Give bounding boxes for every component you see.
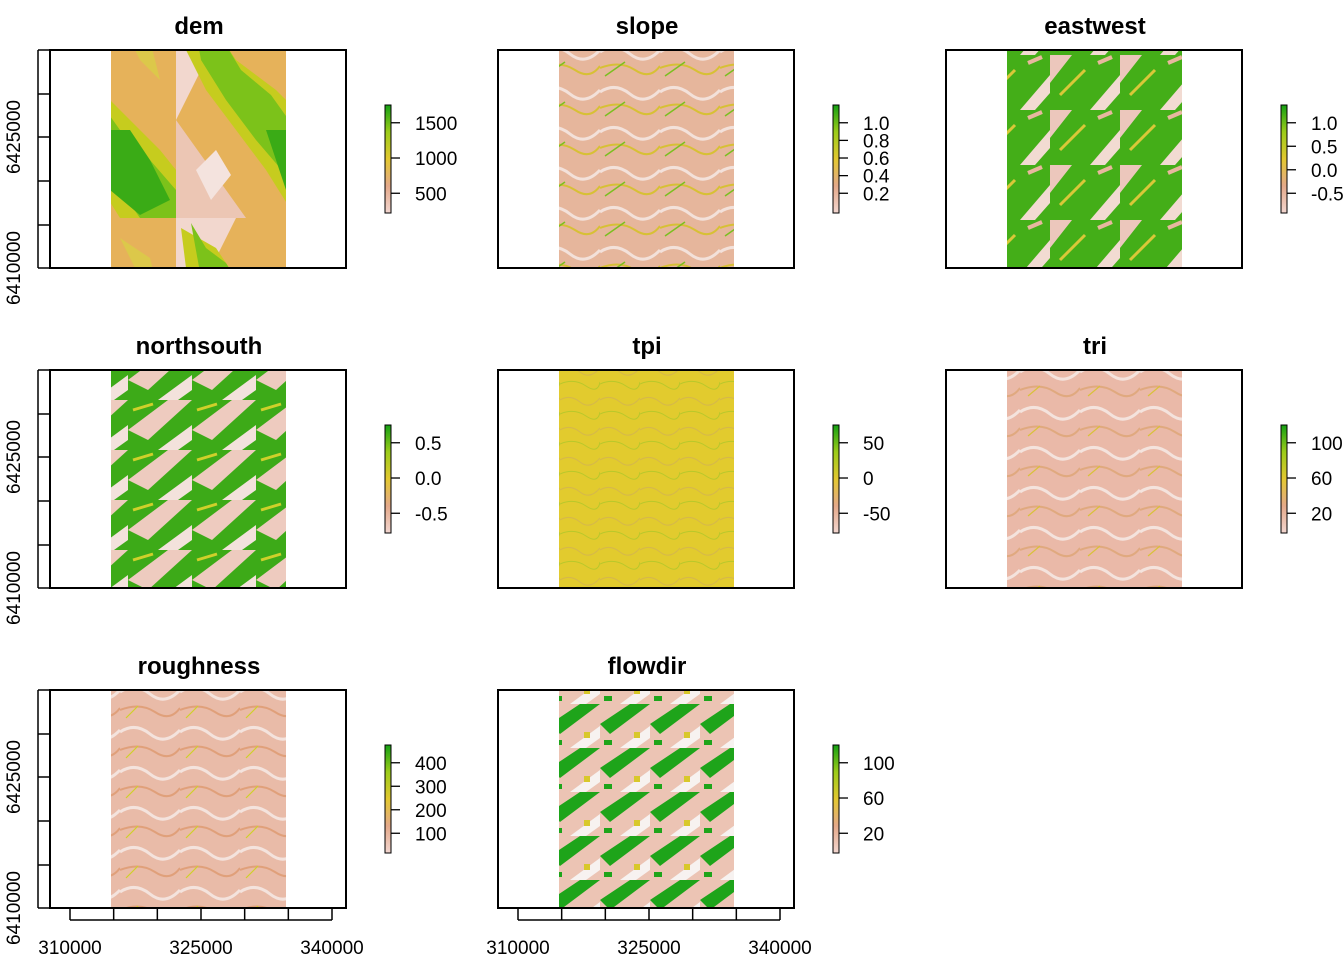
raster-image: [1007, 371, 1182, 587]
panel-dem: dem 6410000 6425000 500 1000 1500: [4, 13, 457, 305]
x-tick-label: 310000: [486, 938, 549, 959]
legend-tick-label: 20: [863, 824, 884, 845]
raster-image: [111, 371, 286, 587]
panel-title: tri: [1083, 333, 1107, 360]
panel-title: tpi: [632, 333, 661, 360]
legend-colorbar: [832, 424, 840, 534]
legend-tick-label: 0.8: [863, 131, 889, 152]
panel-title: slope: [616, 13, 679, 40]
y-tick-label: 6410000: [4, 551, 25, 625]
raster-image: [559, 691, 734, 907]
legend-colorbar: [384, 744, 392, 854]
legend-tick-label: 100: [1311, 434, 1343, 455]
y-tick-label: 6425000: [4, 420, 25, 494]
legend-tick-label: 50: [863, 434, 884, 455]
raster-image: [111, 51, 286, 267]
legend-tick-label: 1.0: [863, 114, 889, 135]
panel-roughness: roughness 6410000 6425000 310000 325000 34000…: [4, 653, 447, 959]
x-tick-label: 325000: [169, 938, 232, 959]
x-tick-label: 310000: [38, 938, 101, 959]
legend-tick-label: 300: [415, 777, 447, 798]
legend-tick-label: -50: [863, 504, 890, 525]
panel-flowdir: flowdir 310000 325000 340000 20 60 100: [486, 653, 894, 959]
plot-frame: [497, 689, 795, 909]
panel-title: eastwest: [1044, 13, 1145, 40]
panel-tri: tri 20 60 100: [945, 333, 1343, 589]
legend-tick-label: 60: [863, 789, 884, 810]
legend-tick-label: -0.5: [1311, 184, 1344, 205]
legend-tick-label: 0.4: [863, 167, 890, 188]
plot-frame: [497, 49, 795, 269]
y-tick-label: 6425000: [4, 740, 25, 814]
panel-title: roughness: [138, 653, 261, 680]
legend-tick-label: -0.5: [415, 504, 448, 525]
raster-image: [111, 691, 286, 907]
y-tick-label: 6410000: [4, 231, 25, 305]
legend-tick-label: 1500: [415, 114, 457, 135]
legend-tick-label: 20: [1311, 504, 1332, 525]
legend-tick-label: 200: [415, 801, 447, 822]
legend-tick-label: 0.2: [863, 184, 889, 205]
legend-tick-label: 100: [415, 824, 447, 845]
panel-title: flowdir: [608, 653, 687, 680]
legend-colorbar: [1280, 104, 1288, 214]
legend-tick-label: 60: [1311, 469, 1332, 490]
panel-title: northsouth: [136, 333, 263, 360]
legend-tick-label: 400: [415, 754, 447, 775]
legend-tick-label: 0.5: [415, 434, 441, 455]
raster-image: [559, 51, 734, 267]
y-tick-label: 6425000: [4, 100, 25, 174]
legend-tick-label: 1000: [415, 149, 457, 170]
legend-tick-label: 0.6: [863, 149, 889, 170]
x-tick-label: 325000: [617, 938, 680, 959]
panel-title: dem: [174, 13, 223, 40]
legend-tick-label: 0: [863, 469, 874, 490]
plot-frame: [497, 369, 795, 589]
legend-tick-label: 500: [415, 184, 447, 205]
x-tick-label: 340000: [300, 938, 363, 959]
panel-slope: slope 0.20.40.60.81.0: [497, 13, 890, 269]
legend-tick-label: 0.5: [1311, 137, 1337, 158]
raster-image: [559, 371, 734, 587]
panel-eastwest: eastwest -0.50.0 0.51.0: [945, 13, 1344, 269]
legend-colorbar: [832, 104, 840, 214]
x-tick-label: 340000: [748, 938, 811, 959]
legend-colorbar: [832, 744, 840, 854]
legend-tick-label: 100: [863, 754, 895, 775]
legend-colorbar: [1280, 424, 1288, 534]
y-tick-label: 6410000: [4, 871, 25, 945]
legend-tick-label: 0.0: [415, 469, 441, 490]
panel-northsouth: northsouth 6410000 6425000 -0.5 0.0 0.5: [4, 333, 448, 625]
raster-image: [1007, 51, 1182, 267]
panel-tpi: tpi -50 0 50: [497, 333, 890, 589]
plot-frame: [49, 689, 347, 909]
plot-frame: [49, 49, 347, 269]
legend-tick-label: 1.0: [1311, 114, 1337, 135]
legend-colorbar: [384, 424, 392, 534]
plot-frame: [945, 49, 1243, 269]
legend-tick-label: 0.0: [1311, 161, 1337, 182]
legend-colorbar: [384, 104, 392, 214]
plot-frame: [945, 369, 1243, 589]
plot-frame: [49, 369, 347, 589]
